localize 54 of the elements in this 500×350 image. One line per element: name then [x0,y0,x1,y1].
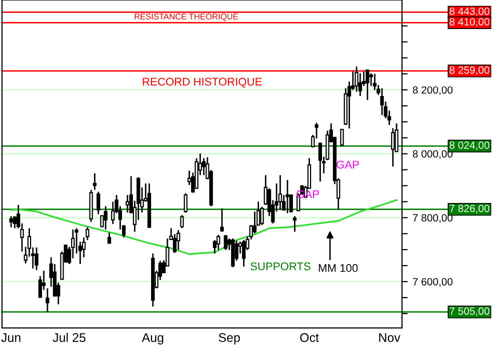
y-tick-label: 8 200,00 [412,86,453,95]
candlestick [107,232,112,244]
candlestick [252,210,257,234]
candlestick [104,205,108,230]
candlestick [74,228,78,254]
x-tick-label: Nov [379,333,400,342]
annotation: SUPPORTS [250,262,310,270]
x-tick-label: Aug [142,333,164,344]
annotation: RESISTANCE THEORIQUE [134,14,238,21]
candlestick [292,215,297,232]
ref-line-label: 8 410,00 [450,18,490,27]
ref-line-label: 8 259,00 [450,66,490,75]
candlestick [176,229,180,251]
y-tick-label: 7 800,00 [412,214,453,223]
candlestick [242,239,246,268]
candlestick [372,73,377,91]
ref-line-label: 8 024,00 [450,141,490,150]
candlestick [354,66,358,92]
candlestick [12,215,17,229]
ref-line-label: 8 443,00 [450,8,490,16]
x-tick-label: Oct [300,333,319,342]
candlestick [172,233,177,254]
annotation: RECORD HISTORIQUE [142,78,262,88]
candlestick [46,288,50,313]
candlestick [86,226,90,241]
candlestick [184,192,188,214]
candlestick [369,72,373,87]
candlestick [212,239,217,254]
ref-line-label: 7 826,00 [450,204,490,214]
line-series [10,199,398,255]
candlestick [391,127,395,168]
candlestick [366,69,370,101]
candlestick [278,174,282,211]
candlestick [340,128,344,147]
annotation: MM 100 [318,264,358,272]
candlestick [34,246,38,271]
candlestick [180,214,184,229]
candlestick [202,158,206,176]
annotation: GAP [336,160,359,169]
candlestick [216,234,220,251]
candlestick [286,179,290,214]
x-tick-label: Sep [218,333,240,344]
candlestick [126,194,130,214]
candlestick [220,208,224,232]
candlestick [96,191,100,215]
candlestick [224,234,228,251]
x-tick-label: Jul 25 [52,332,86,342]
candlestick [318,142,322,182]
ref-line-label: 7 505,00 [450,307,490,316]
y-tick-label: 7 600,00 [412,278,453,287]
x-tick-label: Jun [1,333,20,342]
candlestick [9,215,13,228]
candlestick [92,172,97,191]
candlestick [380,88,384,116]
